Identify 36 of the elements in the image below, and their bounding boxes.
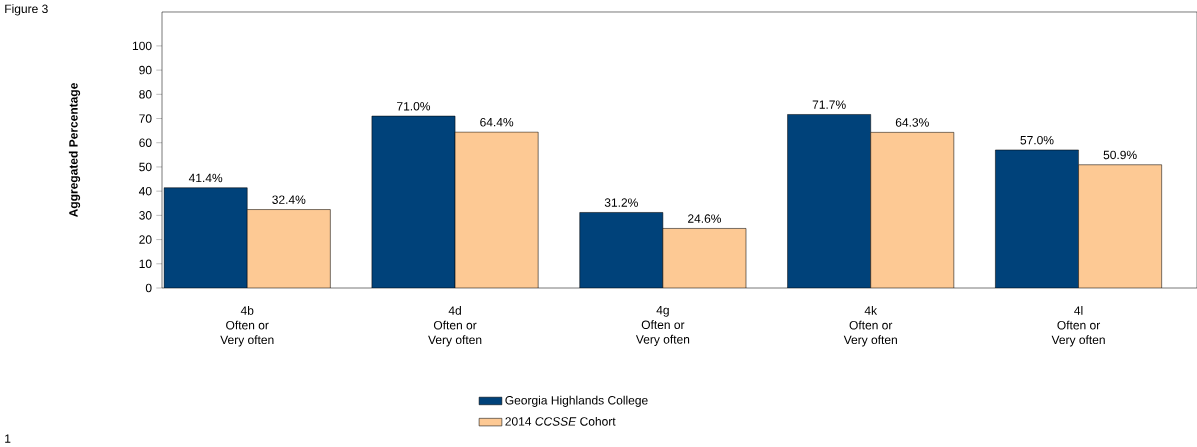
y-tick-label: 10 [139,259,152,269]
legend-label: 2014 CCSSE Cohort [505,416,616,426]
y-tick-label: 40 [138,186,152,196]
x-tick-label: 4b Often or Very often [220,305,274,347]
bar [995,149,1079,288]
x-tick-label: 4l Often or Very often [1051,305,1105,347]
y-tick-label: 90 [139,65,152,75]
data-label: 31.2% [604,198,638,207]
y-tick-label: 100 [132,41,152,51]
bar [371,115,456,288]
x-tick-label: 4k Often or Very often [843,305,897,347]
data-label: 64.4% [480,117,514,127]
legend-label: Georgia Highlands College [505,395,648,407]
bar [163,187,248,288]
y-tick-label: 80 [139,90,152,99]
text: 1 [5,434,11,443]
y-axis-title: Aggregated Percentage [68,83,81,218]
data-label: 24.6% [688,214,722,223]
x-tick-label: 4g Often or Very often [635,305,690,347]
x-tick-label: 4d Often or Very often [428,305,482,347]
bar [579,212,664,288]
data-label: 71.0% [397,102,431,111]
data-label: 32.4% [272,195,306,204]
data-label: 71.7% [812,100,846,109]
data-label: 64.3% [895,118,929,127]
y-tick-label: 70 [139,114,152,123]
data-label: 41.4% [188,173,223,183]
caption: Figure 3 [5,4,48,16]
y-tick-label: 0 [145,283,152,293]
bar [787,114,871,288]
data-label: 50.9% [1103,150,1137,160]
y-tick-label: 60 [139,138,152,147]
y-tick-label: 20 [139,235,152,244]
y-tick-label: 30 [139,211,152,220]
data-label: 57.0% [1020,135,1054,145]
y-tick-label: 50 [139,162,152,172]
